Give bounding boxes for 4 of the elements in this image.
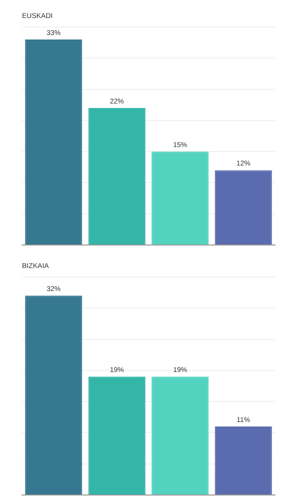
bar bbox=[88, 108, 146, 244]
bar bbox=[25, 39, 82, 244]
bar bbox=[152, 152, 209, 244]
bar bbox=[214, 170, 272, 244]
